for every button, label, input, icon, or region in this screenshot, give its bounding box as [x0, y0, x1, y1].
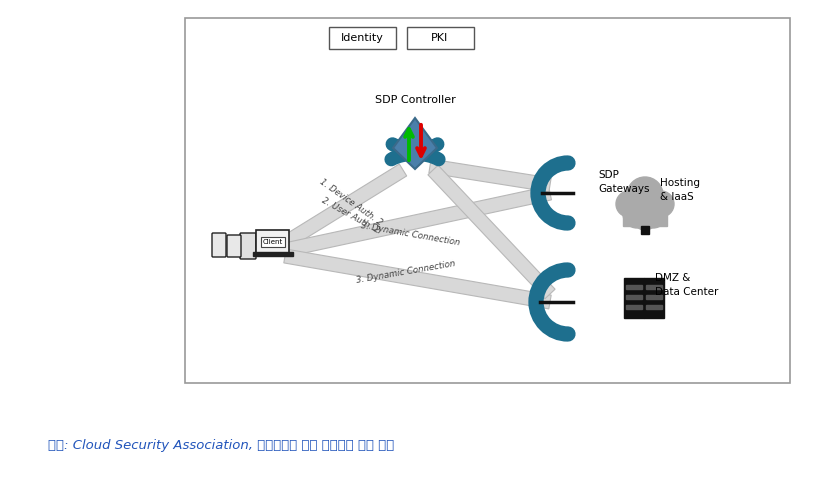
- FancyBboxPatch shape: [227, 235, 241, 257]
- Text: PKI: PKI: [432, 33, 448, 43]
- Text: 2. User Auth. 2: 2. User Auth. 2: [320, 196, 381, 235]
- Polygon shape: [283, 186, 551, 257]
- FancyBboxPatch shape: [329, 27, 396, 49]
- Polygon shape: [429, 159, 551, 192]
- Polygon shape: [283, 249, 551, 309]
- FancyBboxPatch shape: [185, 18, 790, 383]
- Bar: [626, 285, 642, 289]
- Circle shape: [633, 206, 657, 230]
- Bar: [623, 214, 667, 226]
- Text: Identity: Identity: [340, 33, 383, 43]
- FancyBboxPatch shape: [256, 229, 289, 252]
- Bar: [626, 305, 642, 309]
- Text: 1. Device Auth. 2: 1. Device Auth. 2: [318, 177, 384, 227]
- Text: 3. Dynamic Connection: 3. Dynamic Connection: [360, 221, 461, 247]
- Bar: [624, 278, 644, 318]
- Bar: [641, 226, 649, 234]
- Text: SDP
Gateways: SDP Gateways: [598, 171, 649, 194]
- FancyBboxPatch shape: [212, 233, 226, 257]
- Text: DMZ &
Data Center: DMZ & Data Center: [655, 273, 719, 296]
- Bar: [626, 295, 642, 299]
- Polygon shape: [428, 165, 555, 299]
- Bar: [646, 285, 662, 289]
- Bar: [646, 295, 662, 299]
- Polygon shape: [281, 164, 407, 249]
- Circle shape: [639, 200, 667, 228]
- Bar: [644, 278, 664, 318]
- FancyBboxPatch shape: [240, 233, 256, 259]
- Text: SDP Controller: SDP Controller: [375, 95, 456, 105]
- Polygon shape: [393, 118, 437, 169]
- Circle shape: [648, 191, 674, 217]
- Bar: [646, 305, 662, 309]
- Circle shape: [623, 200, 651, 228]
- Circle shape: [616, 191, 642, 217]
- Text: 자료: Cloud Security Association, 소프트웨어 정의 페리미터 구조 설명: 자료: Cloud Security Association, 소프트웨어 정의…: [48, 439, 394, 451]
- Text: 3. Dynamic Connection: 3. Dynamic Connection: [355, 259, 456, 285]
- Bar: [253, 252, 293, 256]
- Circle shape: [627, 177, 663, 213]
- FancyBboxPatch shape: [407, 27, 474, 49]
- Text: Client: Client: [263, 239, 283, 245]
- Text: Hosting
& IaaS: Hosting & IaaS: [660, 178, 700, 201]
